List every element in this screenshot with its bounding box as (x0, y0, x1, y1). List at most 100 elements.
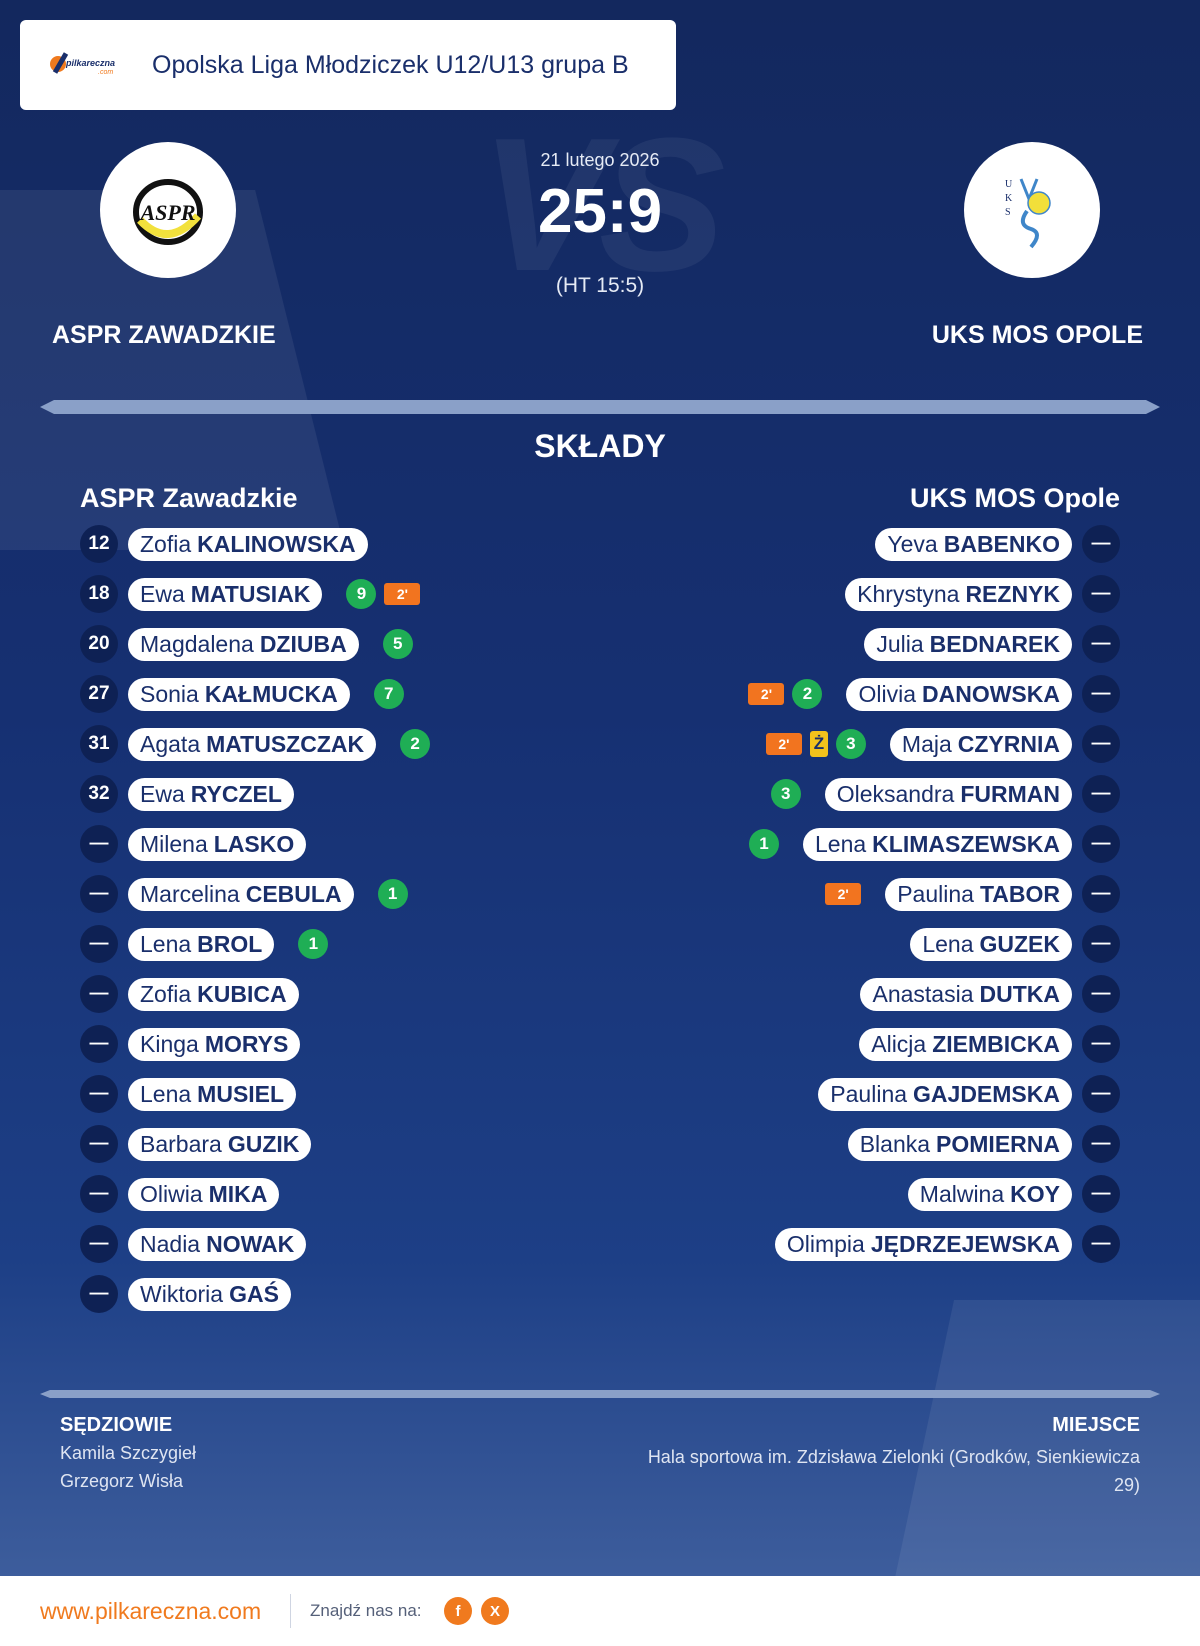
player-first-name: Ewa (140, 780, 185, 807)
player-first-name: Alicja (871, 1030, 927, 1057)
player-first-name: Julia (876, 630, 924, 657)
player-row: — Olivia DANOWSKA 2 2' (740, 675, 1120, 713)
player-name[interactable]: Barbara GUZIK (128, 1127, 312, 1161)
pilkareczna-logo[interactable]: pilkareczna .com (48, 50, 132, 80)
player-name[interactable]: Ewa MATUSIAK (128, 577, 323, 611)
player-number: — (80, 925, 118, 963)
player-name[interactable]: Ewa RYCZEL (128, 777, 294, 811)
player-stats: 7 (373, 679, 412, 709)
player-first-name: Ewa (140, 580, 185, 607)
player-name[interactable]: Zofia KALINOWSKA (128, 527, 368, 561)
divider (40, 400, 1160, 414)
player-stats: 9 2' (346, 579, 428, 609)
player-first-name: Malwina (919, 1180, 1005, 1207)
player-first-name: Nadia (140, 1230, 201, 1257)
goals-badge: 1 (377, 879, 408, 909)
player-row: — Barbara GUZIK (80, 1125, 335, 1163)
player-last-name: KAŁMUCKA (204, 680, 338, 707)
x-icon[interactable]: X (481, 1597, 509, 1625)
player-name[interactable]: Khrystyna REZNYK (845, 577, 1072, 611)
player-name[interactable]: Paulina TABOR (885, 877, 1072, 911)
suspension-badge: 2' (384, 583, 421, 605)
player-first-name: Lena (140, 930, 192, 957)
player-first-name: Anastasia (872, 980, 974, 1007)
player-row: — Anastasia DUTKA (836, 975, 1120, 1013)
player-stats: 2 (400, 729, 438, 759)
player-stats: 2' (817, 883, 862, 905)
site-link[interactable]: www.pilkareczna.com (40, 1598, 262, 1624)
svg-text:K: K (1005, 193, 1013, 204)
player-number: — (1082, 575, 1120, 613)
player-name[interactable]: Magdalena DZIUBA (128, 627, 359, 661)
player-name[interactable]: Kinga MORYS (128, 1027, 301, 1061)
vs-watermark: VS (480, 99, 725, 311)
player-last-name: DUTKA (979, 980, 1061, 1007)
player-name[interactable]: Maja CZYRNIA (889, 727, 1072, 761)
player-name[interactable]: Marcelina CEBULA (128, 877, 354, 911)
officials-label: SĘDZIOWIE (60, 1414, 173, 1436)
player-name[interactable]: Anastasia DUTKA (860, 977, 1072, 1011)
player-row: — Marcelina CEBULA 1 (80, 875, 416, 913)
player-last-name: NOWAK (206, 1230, 295, 1257)
player-name[interactable]: Wiktoria GAŚ (128, 1277, 291, 1311)
player-row: — Paulina GAJDEMSKA (794, 1075, 1120, 1113)
player-number: — (80, 1075, 118, 1113)
player-name[interactable]: Milena LASKO (128, 827, 307, 861)
player-row: 18 Ewa MATUSIAK 9 2' (80, 575, 428, 613)
player-row: — Paulina TABOR 2' (817, 875, 1120, 913)
player-name[interactable]: Lena KLIMASZEWSKA (803, 827, 1072, 861)
player-last-name: MATUSIAK (190, 580, 311, 607)
player-row: 20 Magdalena DZIUBA 5 (80, 625, 421, 663)
yellow-card-badge: Ż (809, 731, 828, 757)
player-first-name: Oliwia (140, 1180, 203, 1207)
referee-name: Grzegorz Wisła (60, 1471, 184, 1491)
player-name[interactable]: Julia BEDNAREK (864, 627, 1072, 661)
player-name[interactable]: Blanka POMIERNA (847, 1127, 1072, 1161)
player-name[interactable]: Yeva BABENKO (875, 527, 1072, 561)
player-number: — (1082, 1225, 1120, 1263)
player-row: — Julia BEDNAREK (840, 625, 1120, 663)
facebook-icon[interactable]: f (444, 1597, 472, 1625)
player-name[interactable]: Alicja ZIEMBICKA (859, 1027, 1072, 1061)
svg-text:ASPR: ASPR (138, 200, 195, 225)
player-number: 32 (80, 775, 118, 813)
player-name[interactable]: Lena MUSIEL (128, 1077, 297, 1111)
player-stats: 1 (377, 879, 416, 909)
goals-badge: 1 (298, 929, 329, 959)
player-last-name: RYCZEL (190, 780, 282, 807)
player-last-name: CZYRNIA (957, 730, 1060, 757)
goals-badge: 5 (382, 629, 413, 659)
player-name[interactable]: Sonia KAŁMUCKA (128, 677, 350, 711)
player-row: — Nadia NOWAK (80, 1225, 330, 1263)
divider (40, 1390, 1160, 1398)
player-row: — Kinga MORYS (80, 1025, 324, 1063)
player-name[interactable]: Lena GUZEK (910, 927, 1072, 961)
player-last-name: DZIUBA (259, 630, 347, 657)
player-name[interactable]: Oleksandra FURMAN (824, 777, 1072, 811)
player-name[interactable]: Olivia DANOWSKA (846, 677, 1072, 711)
player-last-name: KUBICA (197, 980, 287, 1007)
player-last-name: GAJDEMSKA (913, 1080, 1060, 1107)
player-first-name: Milena (140, 830, 208, 857)
player-first-name: Kinga (140, 1030, 199, 1057)
player-name[interactable]: Nadia NOWAK (128, 1227, 307, 1261)
match-card: VS pilkareczna .com Opolska Liga Młodzic… (0, 0, 1200, 1576)
player-name[interactable]: Malwina KOY (907, 1177, 1072, 1211)
player-name[interactable]: Zofia KUBICA (128, 977, 299, 1011)
player-row: — Khrystyna REZNYK (821, 575, 1120, 613)
player-name[interactable]: Paulina GAJDEMSKA (818, 1077, 1072, 1111)
player-name[interactable]: Olimpia JĘDRZEJEWSKA (774, 1227, 1072, 1261)
player-name[interactable]: Agata MATUSZCZAK (128, 727, 377, 761)
player-row: 32 Ewa RYCZEL (80, 775, 318, 813)
player-name[interactable]: Oliwia MIKA (128, 1177, 280, 1211)
player-last-name: GUZEK (979, 930, 1061, 957)
player-number: — (80, 975, 118, 1013)
player-stats: 3 Ż 2' (758, 729, 866, 759)
player-number: — (1082, 675, 1120, 713)
player-number: — (1082, 975, 1120, 1013)
player-name[interactable]: Lena BROL (128, 927, 275, 961)
player-row: — Lena MUSIEL (80, 1075, 320, 1113)
player-row: — Malwina KOY (884, 1175, 1120, 1213)
player-first-name: Paulina (830, 1080, 908, 1107)
player-number: 12 (80, 525, 118, 563)
